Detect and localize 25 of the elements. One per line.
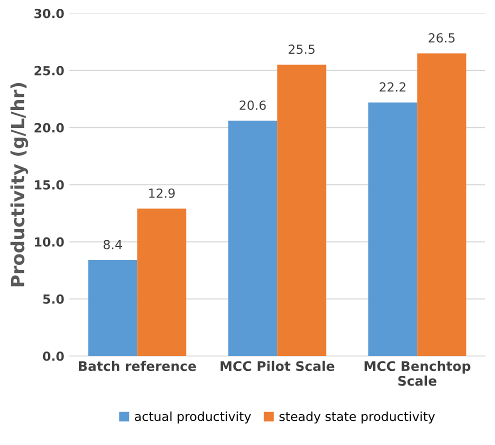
legend-label: steady state productivity: [280, 411, 435, 424]
data-label: 26.5: [428, 33, 455, 43]
data-label: 22.2: [380, 82, 406, 92]
y-tick-label: 30.0: [34, 8, 64, 18]
data-label: 12.9: [149, 188, 175, 198]
bar: [417, 53, 466, 356]
bar: [137, 208, 186, 356]
bar: [368, 102, 418, 356]
y-axis-title: Productivity (g/L/hr): [10, 83, 28, 286]
data-label: 25.5: [288, 44, 315, 54]
x-tick-label: Batch reference: [78, 360, 196, 372]
y-tick-label: 15.0: [35, 180, 64, 190]
bar: [228, 120, 278, 356]
y-tick-label: 10.0: [35, 237, 64, 247]
data-label: 20.6: [240, 100, 266, 110]
x-tick-label: MCC Pilot Scale: [220, 360, 334, 372]
y-tick-label: 20.0: [34, 123, 64, 132]
data-label: 8.4: [104, 240, 122, 250]
y-tick-label: 0.0: [42, 351, 64, 361]
legend-label: actual productivity: [134, 411, 251, 424]
y-tick-label: 25.0: [34, 66, 64, 76]
bar: [88, 260, 138, 356]
bar: [277, 64, 326, 356]
x-tick-label: MCC Benchtop Scale: [364, 360, 470, 386]
y-tick-label: 5.0: [43, 294, 64, 304]
